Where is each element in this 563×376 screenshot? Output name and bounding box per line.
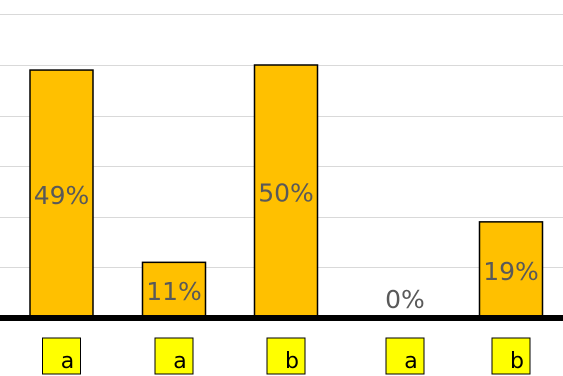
bars bbox=[29, 64, 544, 319]
value-label: 49% bbox=[34, 181, 90, 210]
bar bbox=[253, 64, 319, 319]
category-label: b bbox=[266, 337, 306, 375]
value-label: 11% bbox=[146, 277, 202, 306]
value-label: 0% bbox=[385, 285, 425, 314]
category-text: b bbox=[285, 349, 299, 374]
value-label: 50% bbox=[258, 179, 314, 208]
value-label: 19% bbox=[483, 257, 539, 286]
category-text: b bbox=[510, 349, 524, 374]
category-label: a bbox=[385, 337, 425, 375]
category-box bbox=[385, 337, 425, 375]
bar bbox=[141, 261, 207, 319]
x-axis bbox=[0, 315, 563, 321]
value-labels: 49% 11% 50% 0% 19% bbox=[34, 179, 539, 315]
category-box bbox=[42, 337, 81, 375]
x-axis-line bbox=[0, 315, 563, 321]
category-label: a bbox=[42, 337, 81, 375]
category-box bbox=[154, 337, 194, 375]
category-text: a bbox=[173, 349, 186, 374]
category-text: a bbox=[61, 349, 74, 374]
category-box bbox=[266, 337, 306, 375]
bar bbox=[478, 221, 544, 319]
category-box bbox=[491, 337, 531, 375]
category-label: b bbox=[491, 337, 531, 375]
category-label: a bbox=[154, 337, 194, 375]
category-text: a bbox=[404, 349, 417, 374]
